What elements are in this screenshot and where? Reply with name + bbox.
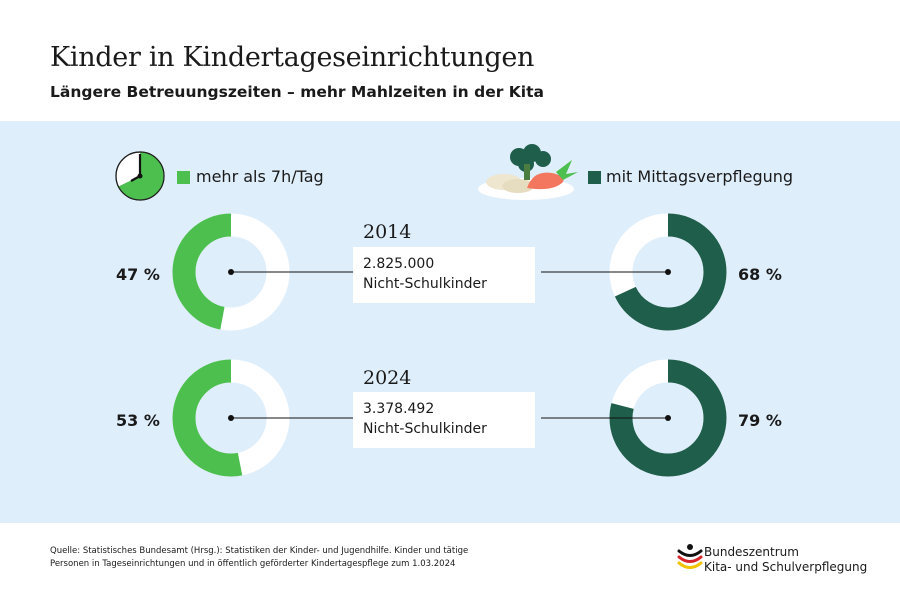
brand-name: Bundeszentrum Kita- und Schulverpflegung [704,545,867,575]
source-line-1: Quelle: Statistisches Bundesamt (Hrsg.):… [50,546,469,556]
count-box-2024: 3.378.492 Nicht-Schulkinder [353,392,535,448]
year-2014: 2014 [363,221,412,243]
donut-segment-left-2014 [172,213,290,331]
brand-line-1: Bundeszentrum [704,545,799,559]
legend-label-right: mit Mittagsverpflegung [606,167,794,186]
food-plate-icon [478,144,578,200]
legend-label-left: mehr als 7h/Tag [196,167,324,186]
count-label-2014: Nicht-Schulkinder [363,276,487,292]
year-2024: 2024 [363,367,412,389]
right-percent-2014: 68 % [738,265,782,284]
source-note: Quelle: Statistisches Bundesamt (Hrsg.):… [50,545,490,571]
brand-line-2: Kita- und Schulverpflegung [704,560,868,574]
center-dot-left-2024 [228,415,234,421]
count-value-2024: 3.378.492 [363,401,435,417]
clock-icon [115,151,165,201]
legend-swatch-dark-green [588,171,601,184]
left-percent-2024: 53 % [116,411,160,430]
legend-swatch-green [177,171,190,184]
page-subtitle: Längere Betreuungszeiten – mehr Mahlzeit… [50,83,544,101]
count-box-2014: 2.825.000 Nicht-Schulkinder [353,247,535,303]
page-title: Kinder in Kindertageseinrichtungen [50,42,535,73]
center-dot-left-2014 [228,269,234,275]
donut-segment-right-2014 [609,213,727,331]
donut-segment-left-2024 [172,359,290,477]
count-label-2024: Nicht-Schulkinder [363,421,487,437]
center-dot-right-2024 [665,415,671,421]
right-percent-2024: 79 % [738,411,782,430]
center-dot-right-2014 [665,269,671,275]
source-line-2: Personen in Tageseinrichtungen und in öf… [50,559,456,569]
left-percent-2014: 47 % [116,265,160,284]
count-value-2014: 2.825.000 [363,256,435,272]
